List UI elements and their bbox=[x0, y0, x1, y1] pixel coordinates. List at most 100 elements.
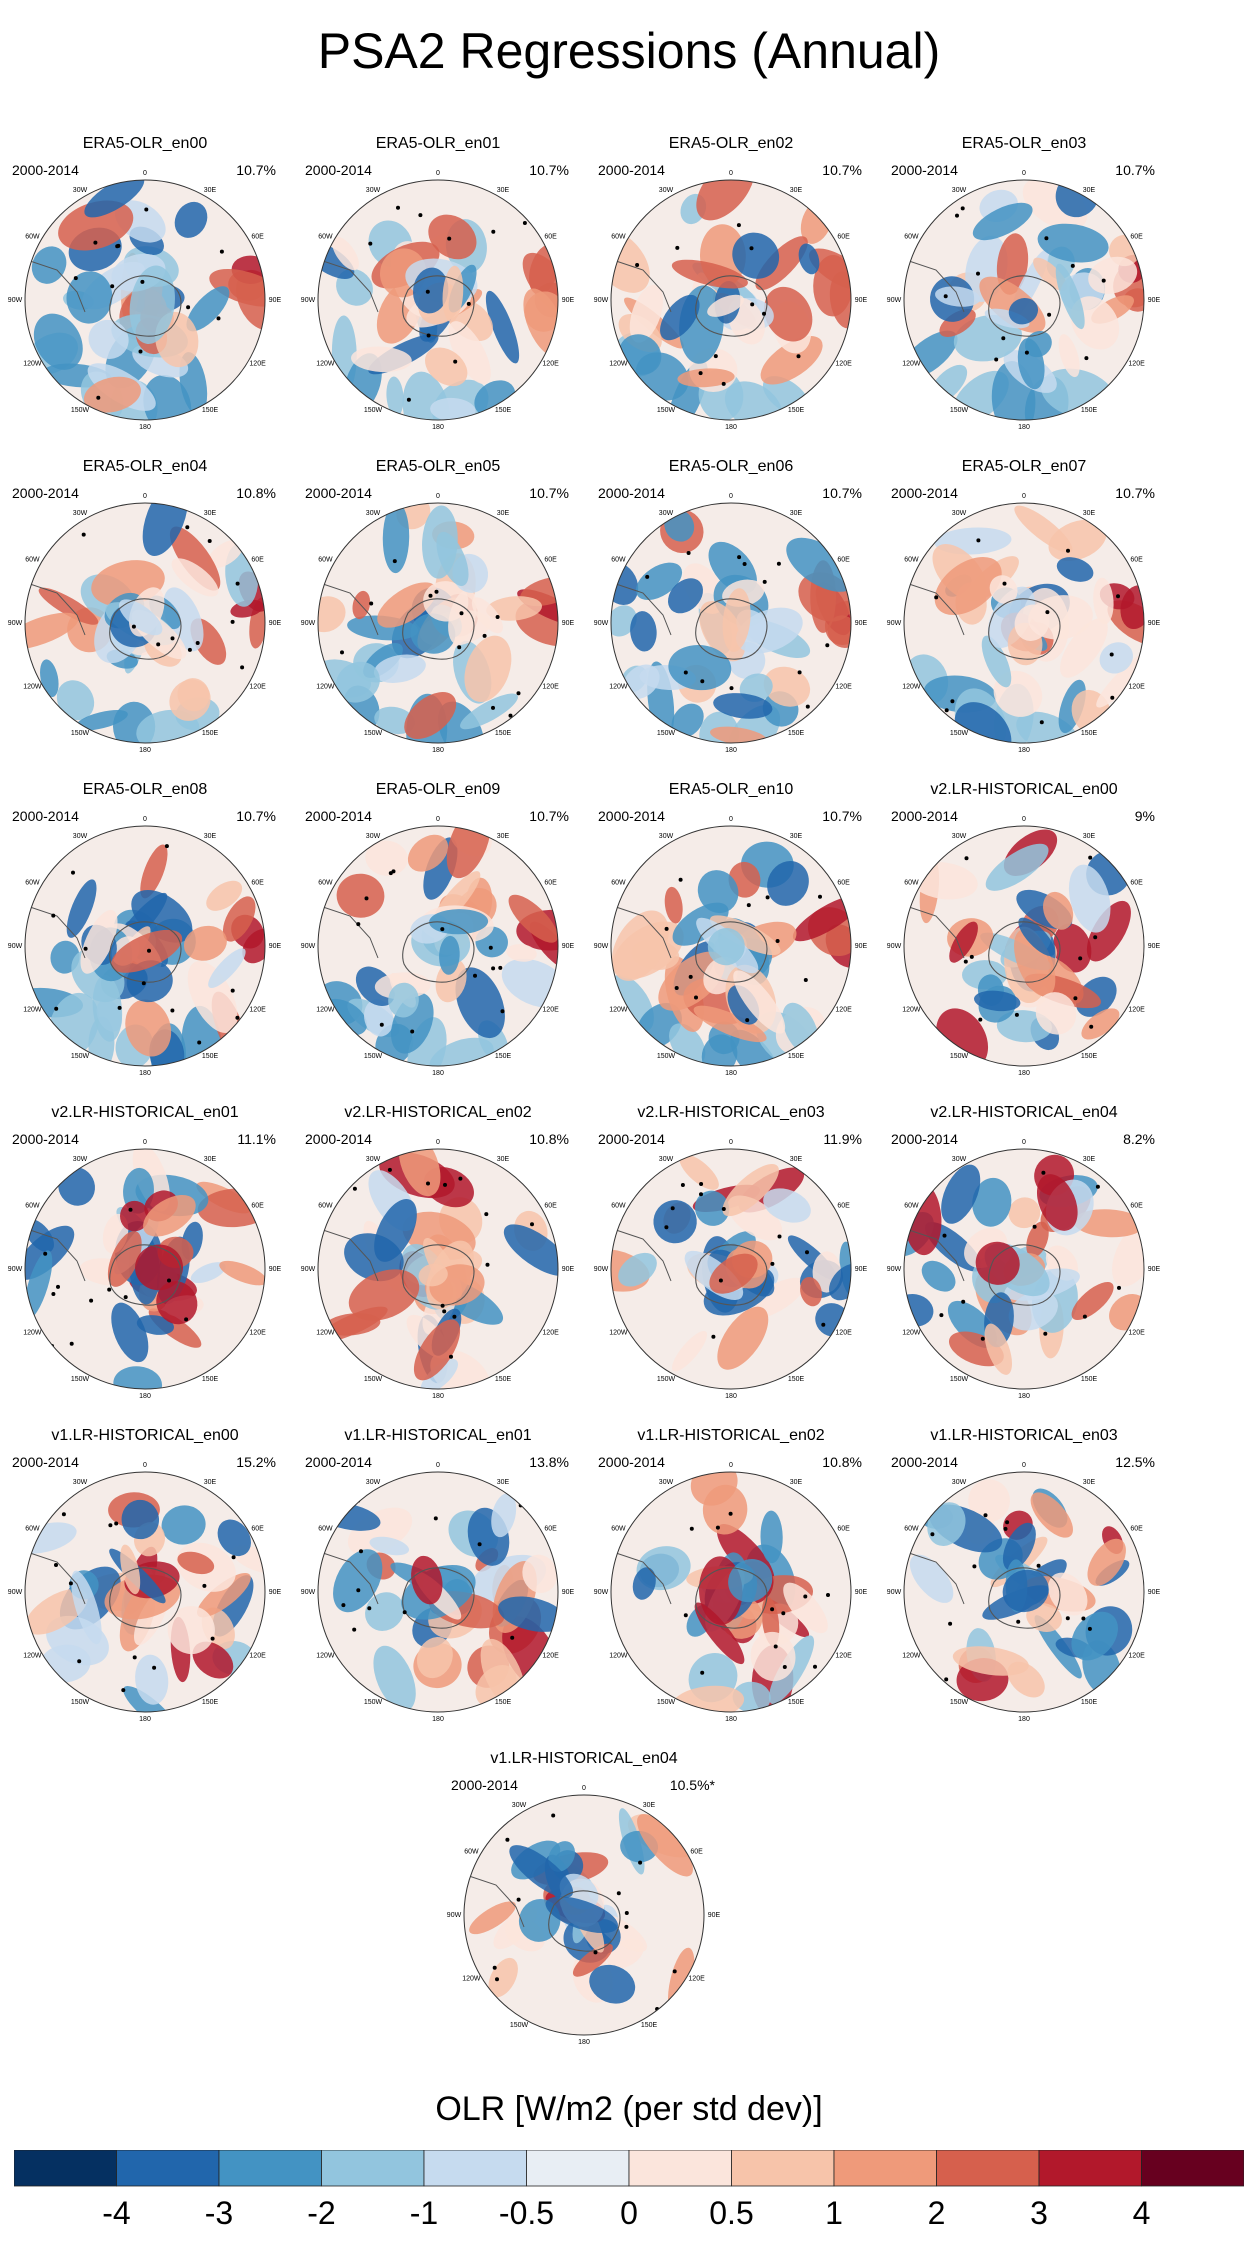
longitude-label: 120E bbox=[1128, 1330, 1145, 1337]
anomaly-contour bbox=[425, 347, 468, 387]
panel-title: ERA5-OLR_en07 bbox=[961, 458, 1087, 475]
significance-dot bbox=[170, 1008, 175, 1013]
map-boundary bbox=[610, 1148, 852, 1390]
significance-dot bbox=[379, 1022, 384, 1027]
longitude-label: 150W bbox=[71, 1053, 90, 1060]
significance-dot bbox=[184, 1317, 189, 1322]
longitude-label: 180 bbox=[432, 747, 444, 754]
longitude-label: 0 bbox=[582, 1785, 586, 1792]
map-boundary bbox=[903, 825, 1145, 1067]
significance-dot bbox=[796, 354, 801, 359]
longitude-label: 30E bbox=[1083, 1156, 1096, 1163]
anomaly-contour bbox=[707, 928, 745, 966]
significance-dot bbox=[1082, 1314, 1087, 1319]
anomaly-contour bbox=[187, 960, 238, 1034]
significance-dot bbox=[818, 894, 822, 899]
anomaly-contour bbox=[1002, 1522, 1036, 1571]
significance-dot bbox=[152, 1665, 157, 1670]
south-america-coastline bbox=[319, 582, 379, 636]
anomaly-contour bbox=[760, 336, 823, 385]
significance-dot bbox=[345, 391, 350, 396]
anomaly-contour bbox=[429, 1037, 494, 1066]
anomaly-contour bbox=[407, 834, 449, 872]
significance-dot bbox=[972, 1564, 977, 1569]
longitude-label: 90E bbox=[269, 943, 282, 950]
significance-dot bbox=[235, 1015, 240, 1020]
anomaly-contour bbox=[941, 1164, 981, 1224]
panel-variance: 10.7% bbox=[529, 162, 569, 178]
panel-title: v2.LR-HISTORICAL_en00 bbox=[930, 781, 1118, 798]
anomaly-contour bbox=[1030, 1492, 1073, 1538]
anomaly-contour bbox=[107, 1230, 142, 1287]
anomaly-contour bbox=[498, 1596, 558, 1632]
anomaly-contour bbox=[1028, 595, 1093, 640]
panel-period: 2000-2014 bbox=[12, 485, 79, 501]
longitude-label: 90E bbox=[562, 1589, 575, 1596]
significance-dot bbox=[1043, 1331, 1048, 1336]
antarctica-coastline bbox=[548, 1890, 621, 1952]
colorbar-swatch bbox=[116, 2150, 220, 2187]
anomaly-contour bbox=[660, 294, 700, 341]
anomaly-contour bbox=[125, 999, 172, 1057]
anomaly-contour bbox=[984, 1323, 1013, 1375]
panel-period: 2000-2014 bbox=[451, 1777, 518, 1793]
significance-dot bbox=[1014, 1012, 1019, 1017]
anomaly-contour bbox=[471, 597, 503, 634]
significance-dot bbox=[737, 555, 742, 560]
longitude-label: 30W bbox=[366, 187, 381, 194]
panel-title: ERA5-OLR_en01 bbox=[375, 135, 501, 152]
panel-period: 2000-2014 bbox=[305, 485, 372, 501]
anomaly-contour bbox=[1099, 642, 1134, 674]
anomaly-contour bbox=[1035, 992, 1077, 1035]
south-america-coastline bbox=[319, 905, 379, 959]
map-boundary bbox=[317, 179, 559, 421]
longitude-label: 60E bbox=[544, 1526, 557, 1533]
longitude-label: 60W bbox=[611, 557, 626, 564]
significance-dot bbox=[700, 679, 705, 684]
longitude-label: 180 bbox=[1018, 747, 1030, 754]
map-panel: 0 30E 60E 90E 120E 150E 180 150W 120W 90W 60W 30W ER… bbox=[0, 458, 290, 758]
panel-title: v1.LR-HISTORICAL_en03 bbox=[930, 1427, 1118, 1444]
significance-dot bbox=[635, 263, 640, 267]
anomaly-contour bbox=[113, 1366, 163, 1389]
significance-dot bbox=[73, 276, 78, 281]
significance-dot bbox=[219, 249, 224, 254]
significance-dot bbox=[803, 978, 808, 982]
longitude-label: 90E bbox=[269, 1266, 282, 1273]
anomaly-contour bbox=[717, 1306, 769, 1370]
longitude-label: 30W bbox=[952, 510, 967, 517]
longitude-label: 30W bbox=[366, 1479, 381, 1486]
longitude-label: 90E bbox=[562, 620, 575, 627]
anomaly-contour bbox=[693, 1005, 767, 1043]
anomaly-contour bbox=[177, 678, 210, 712]
significance-dot bbox=[729, 686, 734, 691]
longitude-label: 60E bbox=[1130, 1203, 1143, 1210]
significance-dot bbox=[699, 1182, 704, 1186]
panel-title: v1.LR-HISTORICAL_en04 bbox=[490, 1750, 678, 1767]
anomaly-contour bbox=[365, 1592, 404, 1631]
south-america-coastline bbox=[905, 905, 965, 959]
anomaly-contour bbox=[1037, 223, 1109, 263]
anomaly-contour bbox=[491, 1493, 517, 1538]
significance-dot bbox=[387, 1167, 392, 1172]
longitude-label: 30W bbox=[73, 1479, 88, 1486]
panel-variance: 10.7% bbox=[529, 485, 569, 501]
map-boundary bbox=[317, 825, 559, 1067]
panel-period: 2000-2014 bbox=[598, 1454, 665, 1470]
anomaly-contour bbox=[420, 1359, 459, 1389]
longitude-label: 90W bbox=[887, 1589, 902, 1596]
longitude-label: 150W bbox=[657, 1376, 676, 1383]
significance-dot bbox=[369, 601, 374, 606]
longitude-label: 90E bbox=[1148, 1589, 1161, 1596]
significance-dot bbox=[396, 205, 400, 210]
panel-period: 2000-2014 bbox=[12, 1454, 79, 1470]
longitude-label: 120E bbox=[1128, 361, 1145, 368]
anomaly-contour bbox=[486, 596, 543, 621]
anomaly-contour bbox=[572, 1943, 613, 1977]
panel-period: 2000-2014 bbox=[598, 485, 665, 501]
longitude-label: 180 bbox=[139, 424, 151, 431]
longitude-label: 30E bbox=[1083, 510, 1096, 517]
anomaly-contour bbox=[464, 635, 512, 702]
significance-dot bbox=[1073, 996, 1078, 1001]
panel-title: v1.LR-HISTORICAL_en02 bbox=[637, 1427, 825, 1444]
